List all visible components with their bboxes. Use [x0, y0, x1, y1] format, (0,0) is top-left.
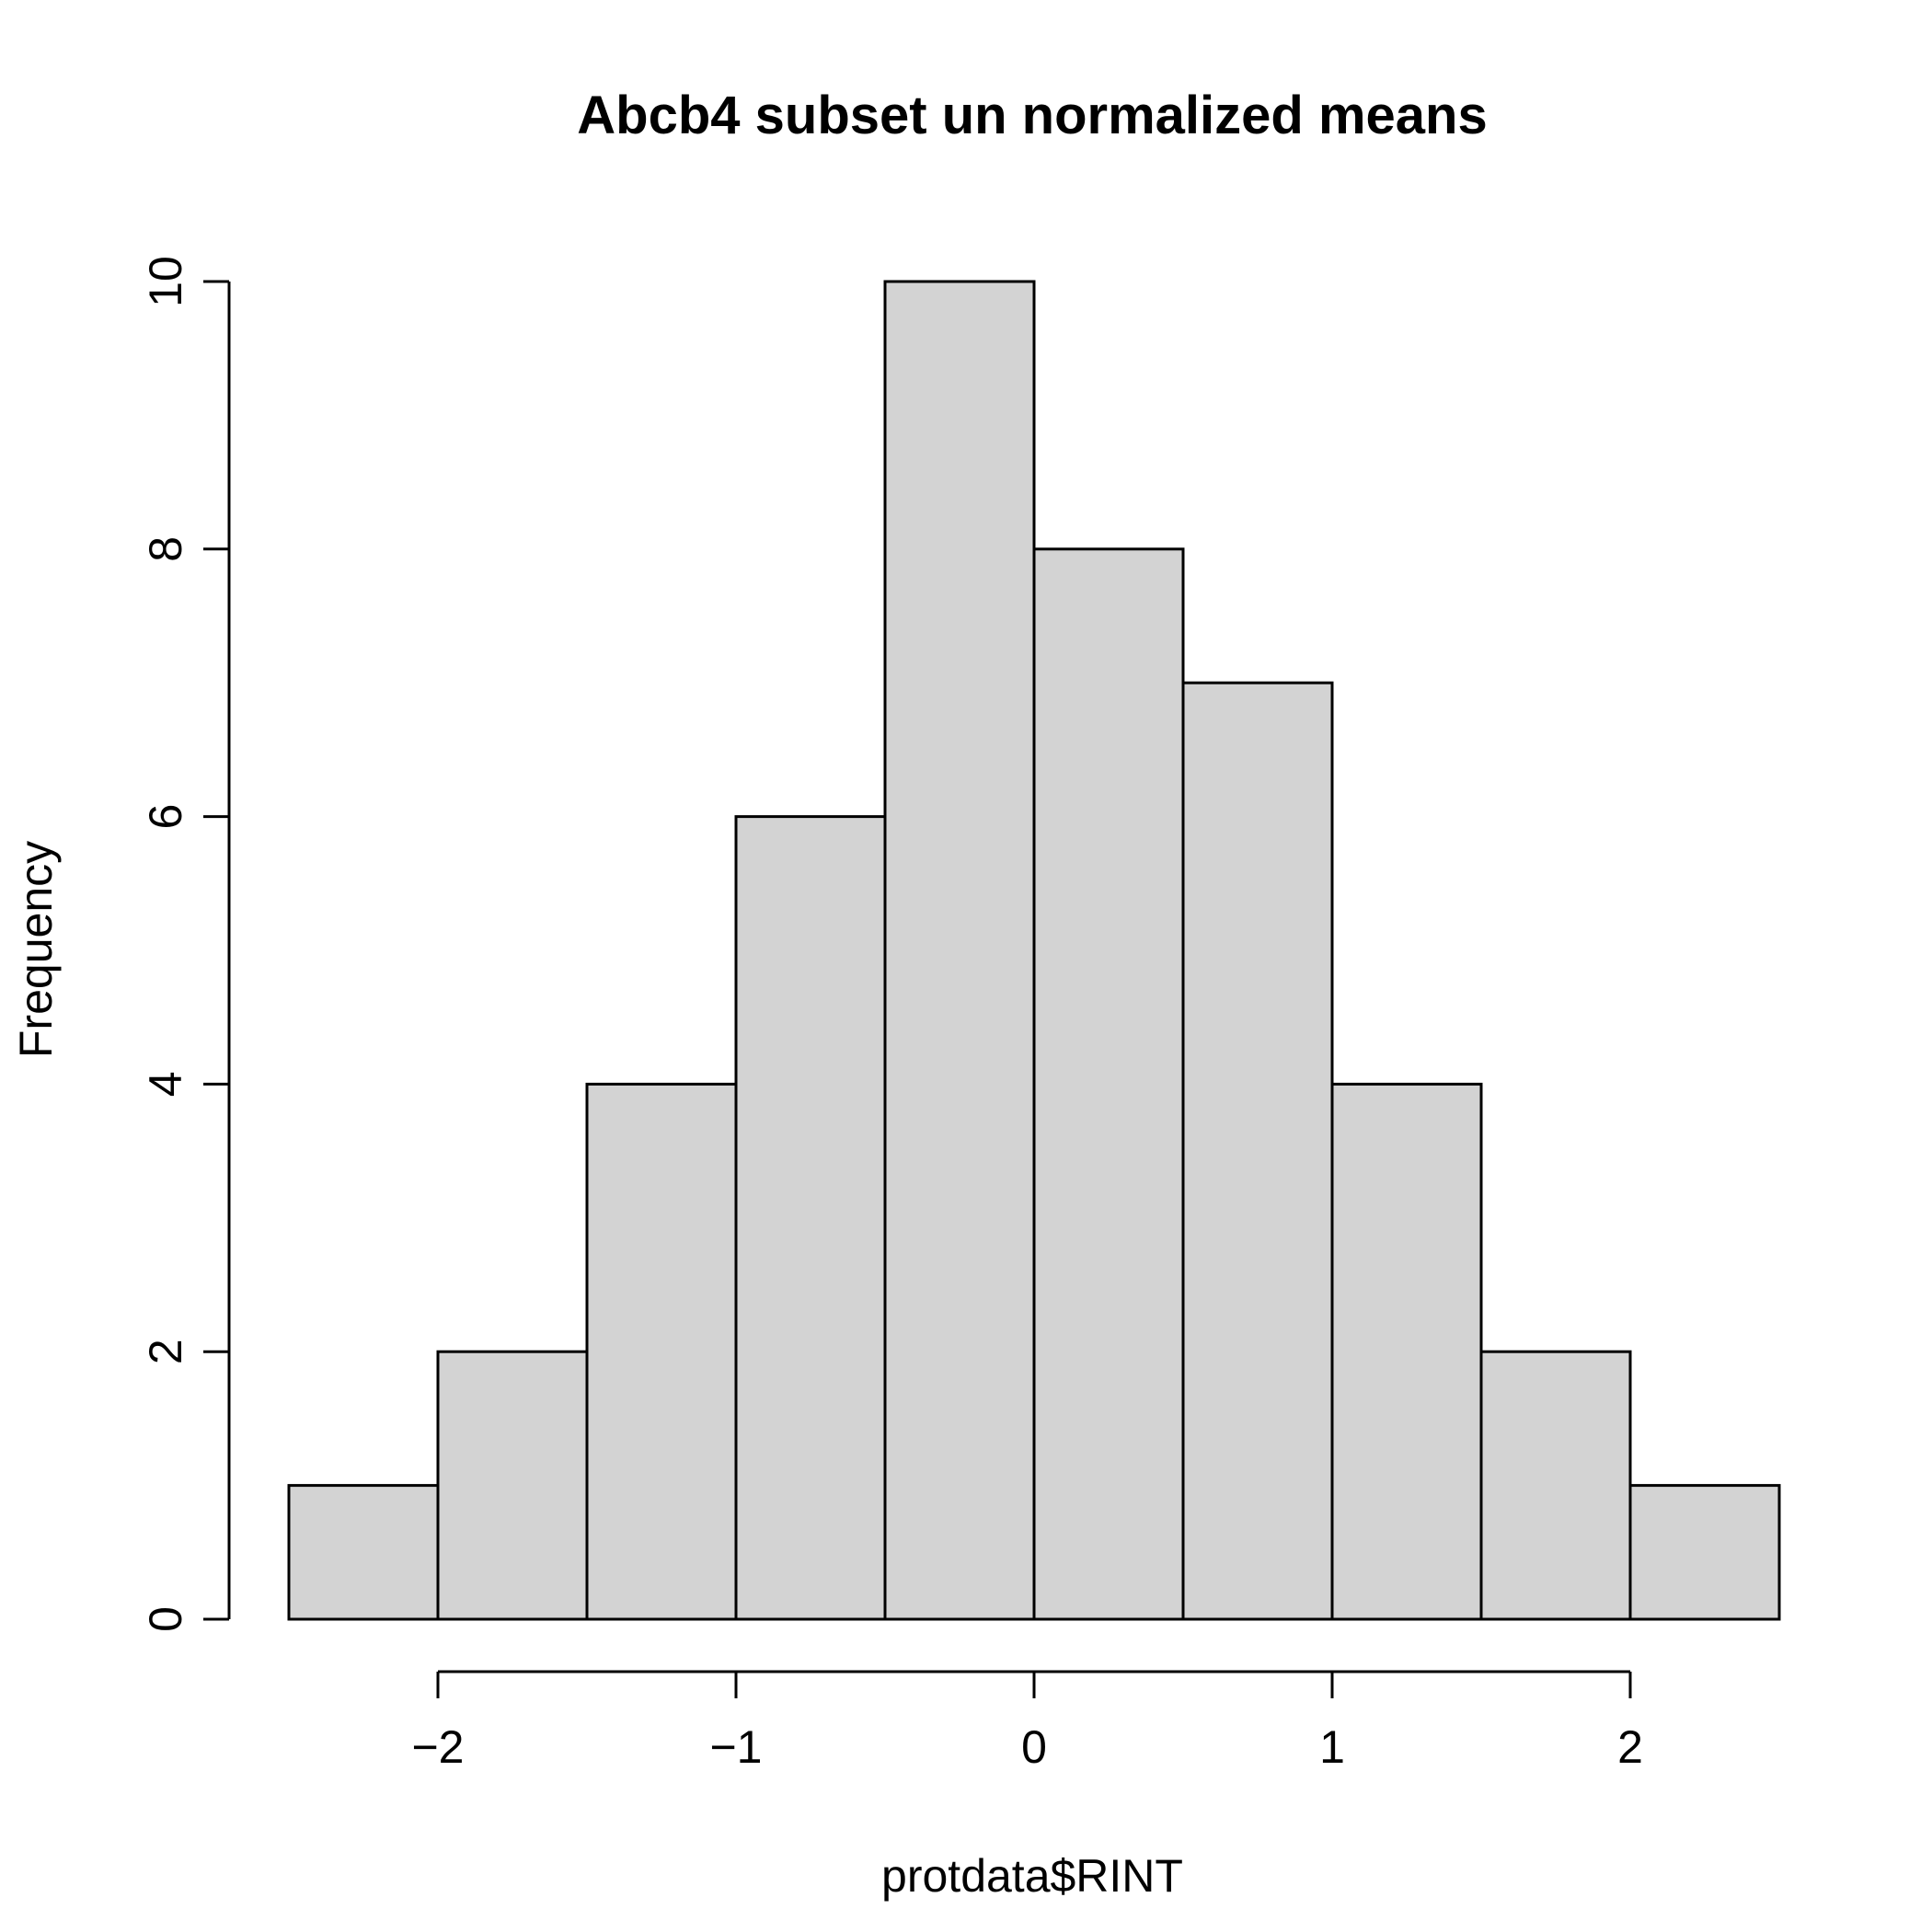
histogram-bar-3: [734, 815, 887, 1621]
y-tick-label-5: 10: [140, 256, 191, 307]
x-axis-label: protdata$RINT: [881, 1850, 1183, 1902]
histogram-bar-0: [287, 1484, 440, 1621]
y-tick-label-1: 2: [140, 1339, 191, 1364]
bars-group: [287, 280, 1781, 1621]
histogram-bar-2: [585, 1082, 738, 1621]
histogram-bar-4: [883, 280, 1036, 1621]
y-tick-label-0: 0: [140, 1606, 191, 1632]
histogram-bar-5: [1032, 547, 1185, 1621]
x-tick-label-1: −1: [709, 1721, 762, 1773]
histogram-bar-9: [1628, 1484, 1781, 1621]
y-axis-label: Frequency: [10, 841, 62, 1058]
y-axis: 0 2 4 6 8 10: [140, 256, 231, 1632]
x-axis: −2 −1 0 1 2: [411, 1670, 1643, 1773]
x-tick-label-4: 2: [1617, 1721, 1643, 1773]
chart-title: Abcb4 subset un normalized means: [577, 86, 1487, 145]
x-tick-label-3: 1: [1319, 1721, 1345, 1773]
x-tick-label-0: −2: [411, 1721, 464, 1773]
histogram-bar-7: [1330, 1082, 1483, 1621]
histogram-bar-8: [1479, 1350, 1632, 1621]
histogram-bar-1: [436, 1350, 589, 1621]
x-tick-label-2: 0: [1021, 1721, 1047, 1773]
y-tick-label-3: 6: [140, 804, 191, 830]
histogram-bar-6: [1181, 681, 1334, 1621]
y-tick-label-4: 8: [140, 536, 191, 562]
y-tick-label-2: 4: [140, 1071, 191, 1097]
